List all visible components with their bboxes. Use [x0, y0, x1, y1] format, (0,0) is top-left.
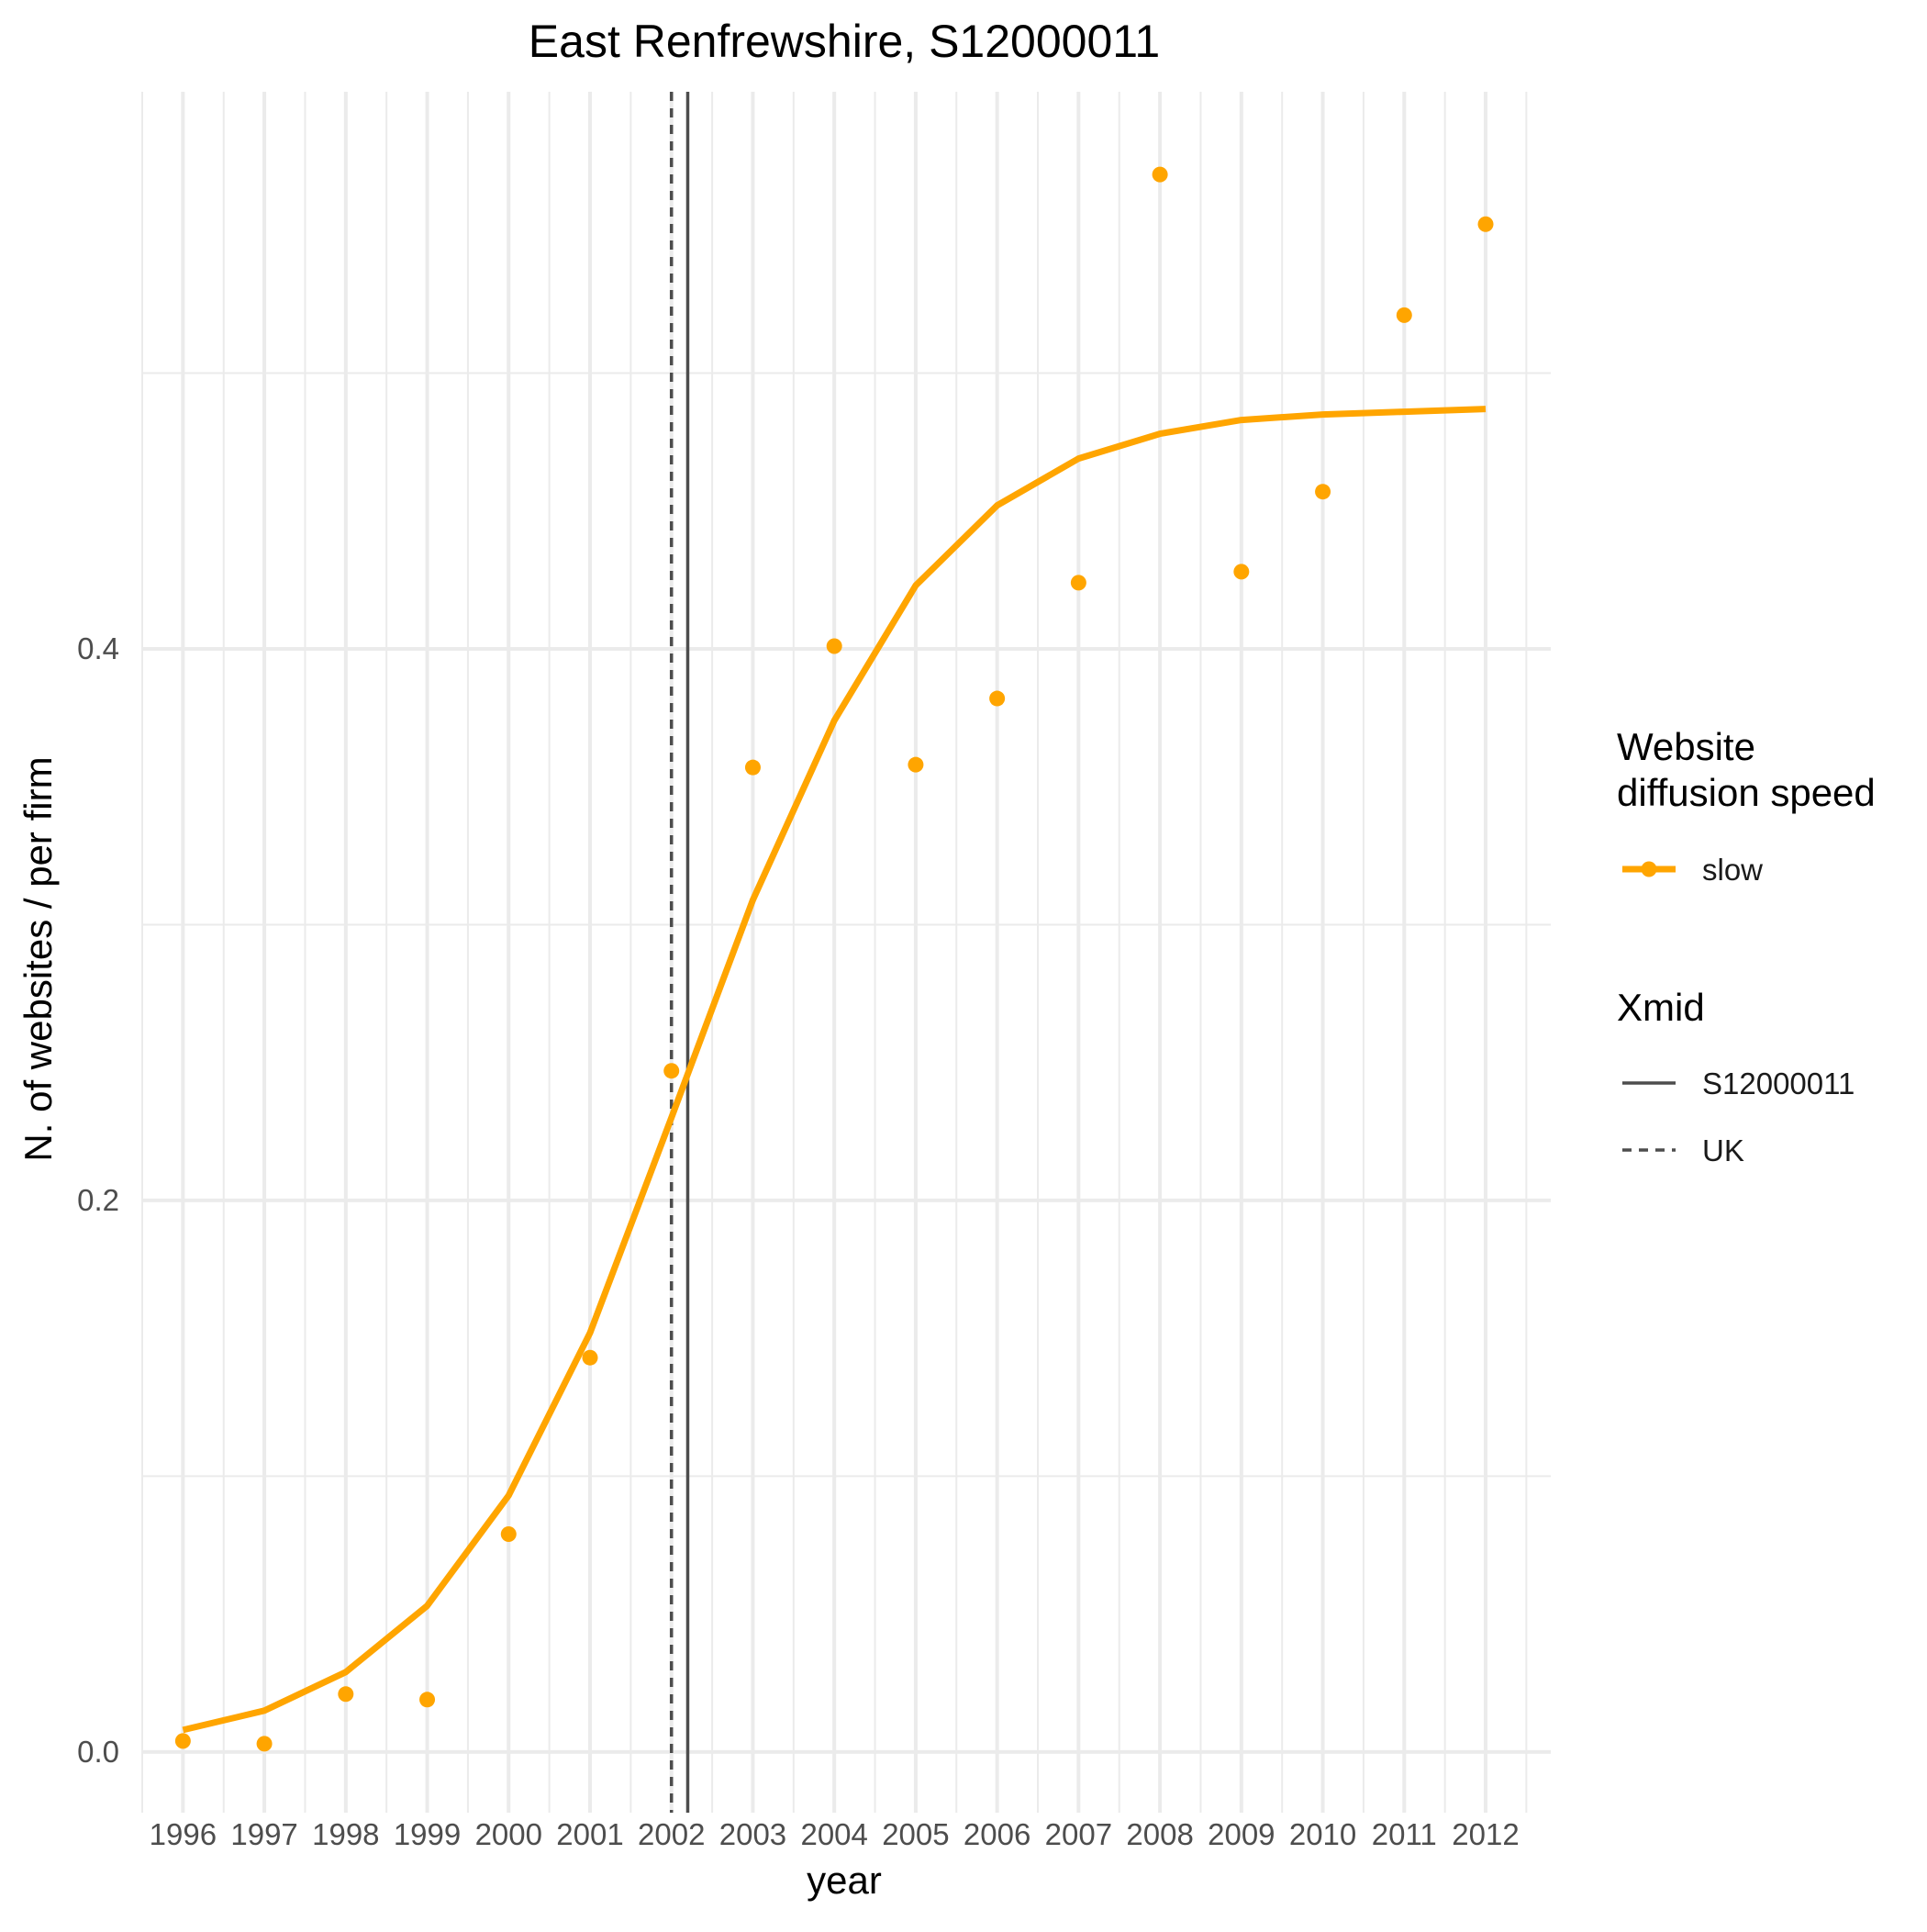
vline-layer — [669, 92, 690, 1813]
x-tick-label: 2007 — [1045, 1817, 1112, 1851]
x-tick-label: 1997 — [230, 1817, 297, 1851]
y-tick-label: 0.4 — [77, 631, 119, 665]
data-point — [500, 1526, 517, 1543]
y-axis-title: N. of websites / per firm — [17, 756, 60, 1161]
data-point — [663, 1063, 680, 1079]
legend-label-s12000011: S12000011 — [1702, 1067, 1855, 1100]
chart-title: East Renfrewshire, S12000011 — [529, 16, 1160, 67]
legend-label-slow: slow — [1702, 853, 1763, 887]
x-axis-title: year — [807, 1859, 882, 1902]
x-tick-label: 2002 — [638, 1817, 705, 1851]
x-tick-label: 2001 — [556, 1817, 623, 1851]
data-point — [582, 1349, 598, 1366]
x-tick-label: 2008 — [1126, 1817, 1193, 1851]
x-tick-label: 2011 — [1372, 1817, 1437, 1851]
axis-layer: 1996 1997 1998 1999 2000 2001 2002 2003 2004 2005… — [77, 631, 1520, 1851]
data-point — [826, 638, 842, 654]
legend-label-uk: UK — [1702, 1134, 1744, 1167]
data-point — [1396, 307, 1412, 323]
x-tick-label: 2010 — [1289, 1817, 1356, 1851]
x-tick-label: 2004 — [800, 1817, 867, 1851]
x-tick-label: 2005 — [882, 1817, 949, 1851]
data-point — [1070, 575, 1086, 591]
data-point — [256, 1736, 273, 1752]
x-tick-label: 1999 — [394, 1817, 461, 1851]
data-point — [1477, 216, 1494, 232]
series-line-slow — [182, 406, 1487, 1734]
legend-title-line: diffusion speed — [1617, 771, 1876, 814]
x-tick-label: 2000 — [475, 1817, 542, 1851]
x-tick-label: 2012 — [1452, 1817, 1519, 1851]
series-layer — [174, 166, 1494, 1752]
data-point — [744, 759, 761, 776]
data-point — [989, 690, 1006, 707]
data-point — [1315, 484, 1331, 500]
y-tick-label: 0.2 — [77, 1183, 119, 1217]
data-point — [1233, 564, 1250, 580]
legend-title-line: Xmid — [1617, 986, 1705, 1029]
y-tick-label: 0.0 — [77, 1735, 119, 1769]
data-point — [1152, 166, 1168, 183]
data-point — [174, 1733, 191, 1749]
x-tick-label: 2009 — [1208, 1817, 1275, 1851]
x-tick-label: 2006 — [964, 1817, 1030, 1851]
x-tick-label: 1998 — [312, 1817, 379, 1851]
x-tick-label: 2003 — [719, 1817, 786, 1851]
grid-layer — [141, 92, 1551, 1813]
legend-key-point-slow — [1641, 861, 1657, 877]
data-point — [338, 1686, 354, 1703]
legend-title-line: Website — [1617, 725, 1755, 768]
data-point — [419, 1692, 436, 1708]
data-point — [908, 756, 924, 773]
x-tick-label: 1996 — [150, 1817, 217, 1851]
